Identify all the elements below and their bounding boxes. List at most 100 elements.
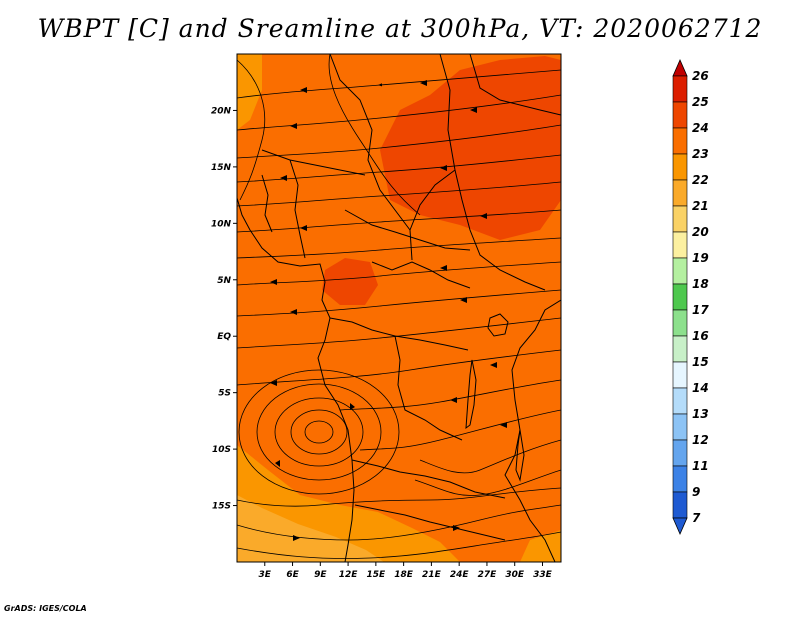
border-5 [371, 261, 471, 289]
arrow [270, 380, 277, 386]
streamline [237, 317, 561, 349]
lon-tick-label: 6E [286, 570, 299, 580]
lon-tick-label: 33E [533, 570, 553, 580]
streamline [237, 154, 561, 183]
streamline [414, 469, 561, 496]
arrow [420, 80, 427, 86]
streamline [419, 439, 561, 474]
lon-tick-label: 18E [394, 570, 414, 580]
streamline [237, 531, 561, 559]
arrow [275, 460, 280, 467]
lon-tick-label: 9E [314, 570, 327, 580]
cyclone-ring-5 [238, 369, 400, 495]
arrow [300, 225, 307, 231]
cyclone-ring-1 [304, 420, 334, 444]
streamline [237, 209, 561, 233]
border-9 [354, 504, 506, 541]
arrow [470, 107, 477, 113]
lon-tick-label: 30E [505, 570, 525, 580]
colorbar-level-label: 7 [692, 511, 701, 525]
streamline [339, 379, 561, 411]
colorbar-swatch [672, 387, 688, 415]
arrow [440, 165, 447, 171]
colorbar-swatch [672, 231, 688, 259]
lon-tick-label: 15E [367, 570, 387, 580]
lat-tick-label: 15N [211, 163, 232, 173]
streamline [237, 237, 561, 259]
arrow [270, 279, 277, 285]
lat-tick-label: 15S [212, 502, 231, 512]
colorbar-swatch [672, 413, 688, 441]
colorbar-level-label: 20 [692, 225, 709, 239]
border-7 [394, 335, 463, 441]
colorbar-level-label: 12 [692, 433, 709, 447]
arrow [280, 175, 287, 181]
arrow [290, 123, 297, 129]
border-11 [261, 174, 273, 233]
streamline-north-center [328, 54, 421, 216]
colorbar-level-label: 25 [692, 95, 709, 109]
arrow [460, 297, 467, 303]
arrow [440, 265, 447, 271]
lon-tick-label: 27E [478, 570, 498, 580]
colorbar-swatch [672, 179, 688, 207]
cool-region-west [237, 54, 262, 130]
colorbar-swatch [672, 205, 688, 233]
colorbar-swatch [672, 127, 688, 155]
streamline [237, 69, 561, 99]
border-3 [261, 149, 366, 176]
map-panel: 20N 15N 10N 5N EQ 5S 10S 15S 3E 6E 9E 12E 15E 18E 21E… [211, 53, 562, 580]
border-12 [289, 159, 306, 259]
lat-tick-label: 20N [211, 106, 232, 116]
colorbar-swatch [672, 153, 688, 181]
colorbar-level-label: 16 [692, 329, 709, 343]
lat-axis: 20N 15N 10N 5N EQ 5S 10S 15S [211, 106, 237, 512]
colorbar-level-label: 14 [692, 381, 709, 395]
arrow [480, 213, 487, 219]
lat-tick-label: 5N [217, 276, 231, 286]
arrow [293, 535, 300, 541]
arrow [450, 397, 457, 403]
border-1 [329, 54, 413, 261]
lon-tick-label: 21E [422, 570, 442, 580]
cyclone-ring-2 [290, 409, 348, 455]
cyclone-ring-3 [274, 397, 364, 467]
streamline [237, 124, 561, 159]
colorbar-level-label: 15 [692, 355, 709, 369]
streamlines [237, 54, 561, 559]
colorbar-swatch [672, 283, 688, 311]
streamline-north-west [237, 59, 266, 201]
arrow [500, 422, 507, 428]
colorbar-min-triangle [672, 517, 688, 535]
colorbar-level-label: 13 [692, 407, 709, 421]
streamline [359, 409, 561, 451]
streamline [237, 261, 561, 286]
lat-tick-label: 10S [212, 445, 231, 455]
chart-title: WBPT [C] and Sreamline at 300hPa, VT: 20… [37, 14, 763, 43]
arrow [350, 403, 355, 410]
cool-region-southeast [520, 530, 561, 562]
streamline [237, 181, 561, 207]
streamline [237, 487, 561, 507]
lon-tick-label: 24E [450, 570, 470, 580]
colorbar-swatch [672, 439, 688, 467]
colorbar-level-label: 19 [692, 251, 709, 265]
colorbar-swatch [672, 101, 688, 129]
arrow [490, 362, 497, 368]
streamline-arrows [270, 80, 507, 541]
colorbar-swatch [672, 491, 688, 519]
west-africa-coast [237, 197, 355, 562]
lat-tick-label: 5S [218, 389, 231, 399]
lat-tick-label: EQ [217, 332, 231, 342]
colorbar-level-label: 21 [692, 199, 709, 213]
grads-credit: GrADS: IGES/COLA [4, 604, 87, 613]
colorbar-swatch [672, 309, 688, 337]
lon-tick-label: 12E [339, 570, 359, 580]
streamline [237, 504, 561, 541]
streamline [237, 94, 561, 131]
colorbar-swatch [672, 257, 688, 285]
colorbar: 26 25 24 23 22 21 20 19 18 17 16 15 14 13 12 11 9 7 [672, 59, 709, 535]
border-8 [351, 459, 506, 499]
colorbar-swatch [672, 465, 688, 493]
